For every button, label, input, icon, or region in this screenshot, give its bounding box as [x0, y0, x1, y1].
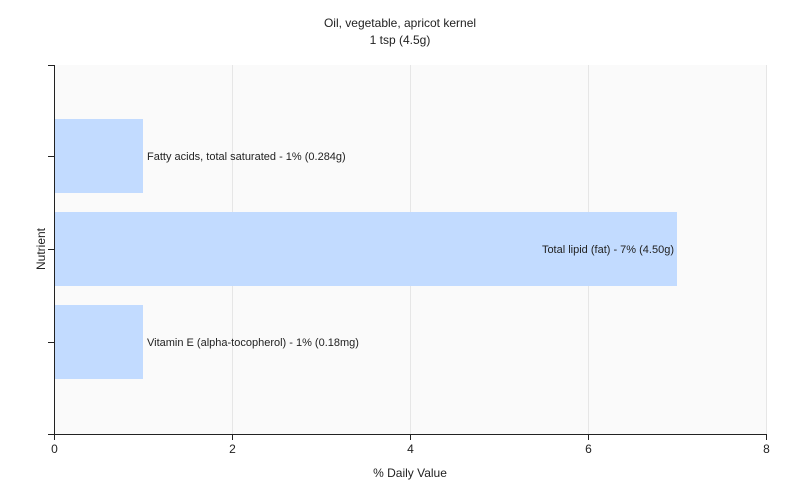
- bar: [54, 119, 143, 193]
- x-axis-label: % Daily Value: [373, 466, 447, 480]
- chart-subtitle: 1 tsp (4.5g): [370, 33, 431, 47]
- axes: 0 2 4 6 8: [48, 65, 770, 456]
- x-tick-label: 4: [407, 442, 414, 456]
- bar-label: Fatty acids, total saturated - 1% (0.284…: [147, 151, 346, 163]
- y-axis-label: Nutrient: [34, 227, 48, 270]
- x-tick-label: 6: [585, 442, 592, 456]
- x-tick-label: 2: [229, 442, 236, 456]
- bar-label: Vitamin E (alpha-tocopherol) - 1% (0.18m…: [147, 337, 359, 349]
- x-tick-label: 0: [51, 442, 58, 456]
- bar-label: Total lipid (fat) - 7% (4.50g): [542, 244, 674, 256]
- chart-title: Oil, vegetable, apricot kernel: [324, 16, 476, 30]
- x-tick-label: 8: [763, 442, 770, 456]
- bars: Fatty acids, total saturated - 1% (0.284…: [54, 119, 677, 379]
- bar: [54, 212, 677, 286]
- bar: [54, 305, 143, 379]
